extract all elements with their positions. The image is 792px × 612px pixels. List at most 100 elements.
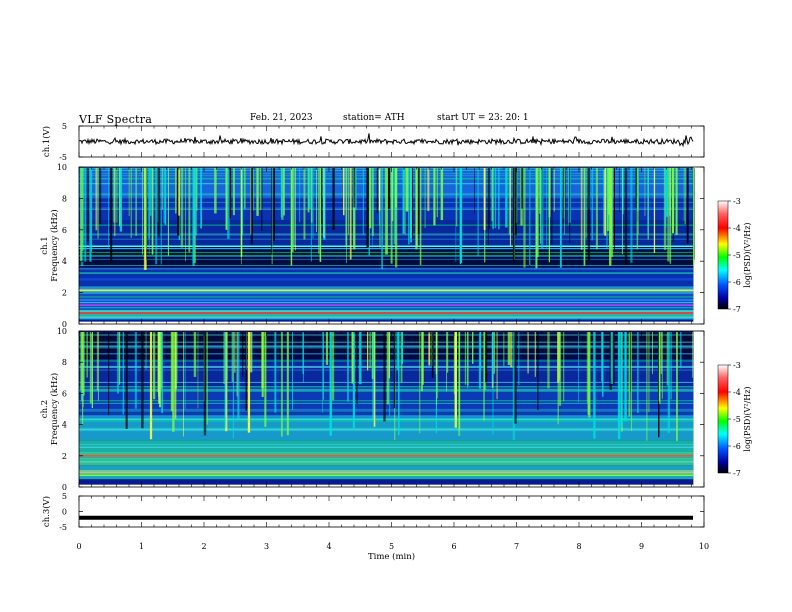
sferic-streak (84, 168, 87, 262)
spectral-line (79, 268, 694, 270)
sferic-streak (150, 168, 152, 216)
spectral-line (79, 346, 694, 348)
sferic-streak (232, 332, 234, 439)
y-tick-label: 2 (62, 452, 67, 461)
sferic-streak (373, 332, 376, 427)
sferic-streak (653, 168, 656, 253)
sferic-streak (644, 168, 646, 217)
spectral-line (79, 300, 694, 302)
sferic-streak (203, 332, 207, 436)
spectral-line (79, 420, 694, 422)
sferic-streak (119, 168, 122, 232)
sferic-streak (329, 332, 332, 436)
sferic-streak (618, 168, 620, 213)
spectral-line (79, 341, 694, 343)
sferic-streak (670, 332, 672, 400)
sferic-streak (151, 168, 154, 255)
sferic-streak (172, 332, 175, 432)
sferic-streak (606, 168, 609, 232)
sferic-streak (512, 332, 516, 440)
spectral-line (79, 347, 694, 349)
station-label: station= ATH (343, 113, 405, 123)
sferic-streak (492, 332, 494, 435)
sferic-streak (393, 332, 395, 409)
sferic-streak (91, 332, 93, 409)
sferic-streak (200, 168, 202, 229)
sferic-streak (348, 168, 350, 235)
colorbar-tick-label: -5 (733, 415, 741, 424)
y-tick-label: 6 (62, 389, 67, 398)
sferic-streak (86, 168, 90, 242)
x-axis-label: Time (min) (368, 551, 415, 562)
colorbar-tick-label: -6 (733, 442, 741, 451)
sferic-streak (177, 332, 178, 384)
sferic-streak (535, 168, 538, 268)
y-tick-label: 10 (57, 163, 67, 172)
sferic-streak (559, 168, 562, 268)
sferic-streak (231, 332, 234, 383)
sferic-streak (563, 332, 565, 402)
sferic-streak (614, 168, 615, 243)
sferic-streak (108, 168, 110, 248)
sferic-streak (415, 168, 418, 250)
sferic-streak (604, 168, 607, 236)
sferic-streak (157, 168, 160, 237)
sferic-streak (569, 168, 571, 244)
sferic-streak (356, 332, 358, 404)
sferic-streak (405, 168, 409, 212)
sferic-streak (664, 168, 667, 228)
sferic-streak (393, 168, 395, 245)
sferic-streak (503, 332, 505, 367)
sferic-streak (372, 168, 373, 248)
spectral-line (79, 365, 694, 367)
sferic-streak (547, 332, 550, 389)
sferic-streak (624, 332, 627, 421)
spectral-line (79, 410, 694, 412)
sferic-streak (670, 168, 671, 226)
sferic-streak (505, 168, 508, 228)
sferic-streak (477, 168, 479, 257)
sferic-streak (675, 168, 678, 236)
spectral-line (79, 390, 694, 392)
sferic-streak (146, 168, 147, 261)
sferic-streak (192, 168, 195, 266)
sferic-streak (635, 168, 638, 208)
spectral-line (79, 369, 694, 371)
sferic-streak (514, 332, 517, 424)
sferic-streak (195, 168, 197, 236)
sferic-streak (693, 168, 695, 266)
sferic-streak (141, 168, 143, 255)
sferic-streak (251, 332, 253, 373)
sferic-streak (686, 168, 689, 244)
sferic-streak (162, 168, 163, 210)
spectral-line (79, 472, 694, 474)
sferic-streak (401, 332, 404, 364)
sferic-streak (400, 332, 403, 383)
sferic-streak (510, 332, 513, 368)
y-tick-label: 2 (62, 289, 67, 298)
sferic-streak (558, 332, 562, 406)
spectral-line (79, 389, 694, 391)
sferic-streak (492, 168, 494, 230)
spectral-line (79, 302, 694, 304)
low-freq-gap (79, 484, 694, 487)
sferic-streak (97, 168, 99, 239)
sferic-streak (193, 332, 197, 377)
spectral-line (79, 272, 694, 274)
sferic-streak (223, 332, 225, 385)
spectral-line (79, 316, 694, 318)
sferic-streak (312, 168, 314, 239)
sferic-streak (148, 168, 151, 239)
sferic-streak (508, 168, 510, 235)
sferic-streak (188, 168, 191, 253)
x-tick-label: 3 (264, 542, 269, 551)
sferic-streak (692, 332, 693, 378)
sferic-streak (676, 332, 678, 441)
sferic-streak (319, 168, 322, 262)
narrowband-line (79, 471, 694, 473)
sferic-streak (493, 332, 495, 374)
sferic-streak (455, 168, 457, 262)
sferic-streak (347, 332, 349, 402)
sferic-streak (455, 168, 458, 227)
sferic-streak (421, 332, 424, 385)
